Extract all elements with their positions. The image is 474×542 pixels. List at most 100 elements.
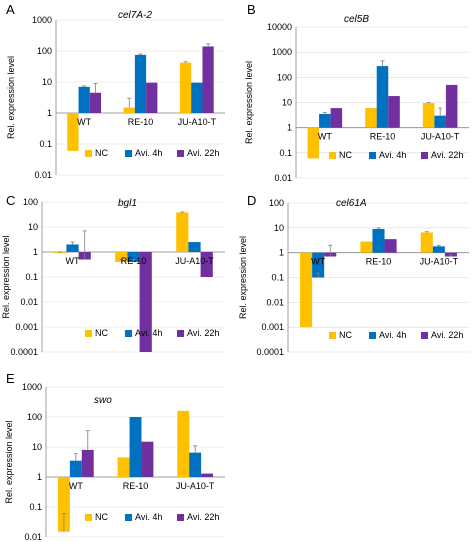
y-tick-label: 0.01: [20, 297, 38, 307]
bar-nc-wt: [67, 113, 79, 151]
bar-avi-22h-wt: [81, 449, 94, 477]
bar-nc-re-10: [115, 252, 128, 262]
y-tick-label: 100: [27, 412, 42, 422]
y-tick-label: 1000: [32, 15, 52, 25]
bar-avi-4h-re-10: [376, 66, 389, 128]
y-tick-label: 1: [37, 472, 42, 482]
legend-swatch-nc: [85, 150, 92, 157]
y-tick-label: 1000: [22, 382, 42, 392]
y-tick-label: 0.1: [29, 502, 42, 512]
legend-swatch-nc: [85, 514, 92, 521]
chart-title: swo: [94, 395, 112, 406]
bar-avi-22h-ju-a10-t: [200, 252, 213, 277]
category-label: WT: [69, 481, 83, 491]
legend-label-avi-22h: Avi. 22h: [431, 330, 463, 340]
category-label: RE-10: [370, 132, 396, 142]
y-tick-label: 10: [274, 223, 284, 233]
legend-swatch-nc: [329, 152, 336, 159]
category-label: WT: [66, 256, 80, 266]
category-label: WT: [318, 132, 332, 142]
legend-swatch-avi-22h: [421, 152, 428, 159]
y-tick-label: 10: [32, 442, 42, 452]
bar-avi-4h-wt: [66, 244, 79, 252]
category-label: JU-A10-T: [175, 256, 214, 266]
bar-nc-re-10: [117, 457, 130, 477]
y-tick-label: 100: [269, 198, 284, 208]
y-tick-label: 0.1: [271, 273, 284, 283]
legend-swatch-avi-22h: [177, 150, 184, 157]
bar-avi-4h-re-10: [372, 228, 385, 253]
y-tick-label: 0.01: [24, 532, 42, 542]
legend-label-avi-22h: Avi. 22h: [187, 148, 219, 158]
bar-avi-4h-ju-a10-t: [432, 246, 445, 253]
legend-label-avi-4h: Avi. 4h: [135, 512, 162, 522]
y-axis-label: Rel. expression level: [1, 235, 11, 318]
legend-label-avi-4h: Avi. 4h: [379, 150, 406, 160]
bar-nc-re-10: [123, 107, 135, 113]
category-label: JU-A10-T: [420, 257, 459, 267]
bar-nc-re-10: [360, 241, 373, 253]
y-tick-label: 10: [28, 222, 38, 232]
y-tick-label: 0.1: [279, 148, 292, 158]
legend-swatch-avi-22h: [177, 514, 184, 521]
y-tick-label: 1: [33, 247, 38, 257]
category-label: JU-A10-T: [421, 132, 460, 142]
legend-swatch-nc: [85, 330, 92, 337]
y-tick-label: 1: [287, 123, 292, 133]
legend-label-avi-4h: Avi. 4h: [379, 330, 406, 340]
legend-label-avi-4h: Avi. 4h: [135, 328, 162, 338]
y-tick-label: 1: [47, 108, 52, 118]
category-label: WT: [77, 117, 91, 127]
legend-swatch-avi-22h: [177, 330, 184, 337]
bar-avi-22h-re-10: [384, 239, 397, 253]
y-tick-label: 10: [282, 98, 292, 108]
y-tick-label: 0.1: [39, 139, 52, 149]
panel-letter: B: [247, 2, 256, 17]
panel-letter: C: [6, 193, 15, 208]
chart-title: bgl1: [118, 198, 137, 209]
y-tick-label: 0.0001: [256, 347, 284, 357]
bar-nc-ju-a10-t: [177, 410, 190, 477]
legend-label-nc: NC: [95, 512, 108, 522]
bar-avi-4h-ju-a10-t: [189, 452, 202, 477]
bar-avi-22h-re-10: [141, 441, 154, 477]
bar-nc-wt: [307, 127, 320, 159]
legend-label-avi-4h: Avi. 4h: [135, 148, 162, 158]
legend-label-nc: NC: [339, 150, 352, 160]
y-tick-label: 0.1: [25, 272, 38, 282]
legend-swatch-avi-4h: [369, 332, 376, 339]
bar-avi-22h-wt: [89, 92, 102, 113]
panel-a: 0.01 0.1 1 10 100 1000 WT RE-10 JU-A10-T A cel7A-2…: [6, 2, 225, 180]
legend-label-nc: NC: [95, 328, 108, 338]
bar-avi-4h-ju-a10-t: [188, 242, 201, 252]
bar-nc-re-10: [365, 108, 377, 128]
legend-swatch-avi-4h: [125, 514, 132, 521]
bar-avi-4h-wt: [319, 113, 331, 128]
chart-title: cel5B: [344, 14, 369, 25]
category-label: JU-A10-T: [178, 117, 217, 127]
legend-label-avi-22h: Avi. 22h: [187, 512, 219, 522]
panel-letter: E: [6, 371, 15, 386]
legend-swatch-avi-4h: [125, 330, 132, 337]
bar-nc-ju-a10-t: [176, 212, 189, 252]
bar-avi-4h-wt: [312, 252, 325, 278]
bar-nc-ju-a10-t: [422, 103, 435, 128]
y-tick-label: 0.0001: [10, 347, 38, 357]
bar-avi-22h-re-10: [139, 252, 152, 352]
bar-avi-4h-wt: [69, 460, 82, 477]
y-axis-label: Rel. expression level: [4, 420, 14, 503]
legend-swatch-avi-4h: [369, 152, 376, 159]
panel-c: 0.0001 0.001 0.01 0.1 1 10 100 WT RE-10 JU-A10-T C…: [1, 193, 225, 357]
y-tick-label: 0.01: [266, 297, 284, 307]
category-label: RE-10: [366, 257, 392, 267]
bar-nc-wt: [57, 477, 70, 532]
bar-avi-22h-re-10: [388, 96, 400, 128]
panel-letter: A: [6, 2, 15, 17]
y-tick-label: 100: [23, 197, 38, 207]
legend-label-nc: NC: [339, 330, 352, 340]
y-tick-label: 10: [42, 77, 52, 87]
bar-avi-22h-wt: [330, 108, 343, 128]
bar-avi-4h-re-10: [129, 417, 142, 477]
bar-avi-4h-ju-a10-t: [434, 115, 446, 128]
bar-nc-wt: [300, 252, 313, 328]
